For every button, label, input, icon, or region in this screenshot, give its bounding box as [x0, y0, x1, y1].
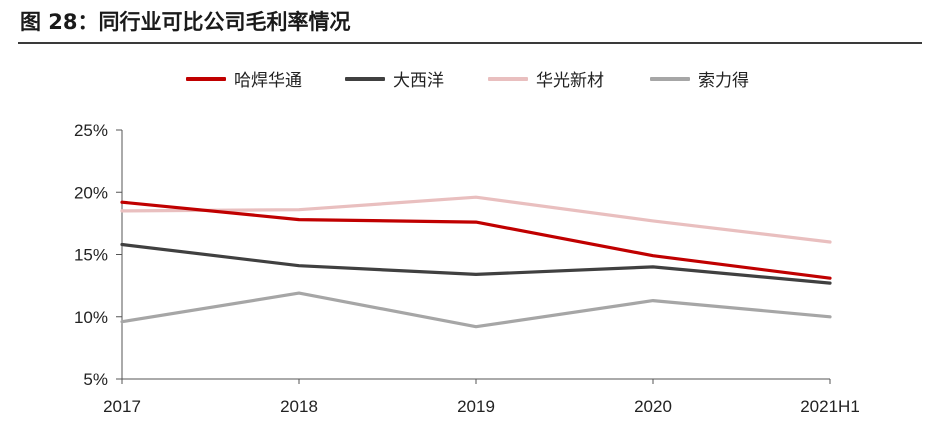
- series-line-0: [120, 200, 832, 280]
- y-tick-label: 5%: [83, 370, 108, 389]
- legend-item-daxiyang: 大西洋: [345, 66, 444, 91]
- legend-item-huaguang: 华光新材: [488, 66, 604, 91]
- x-tick-label: 2018: [280, 397, 318, 416]
- x-tick-label: 2020: [634, 397, 672, 416]
- legend-swatch: [488, 76, 528, 81]
- x-tick-label: 2019: [457, 397, 495, 416]
- legend-label: 大西洋: [393, 71, 444, 91]
- legend-swatch: [650, 76, 690, 81]
- x-tick-label: 2021H1: [800, 397, 860, 416]
- figure-title: 图 28：同行业可比公司毛利率情况: [20, 10, 351, 34]
- legend-label: 华光新材: [536, 71, 604, 91]
- chart-legend: 哈焊华通 大西洋 华光新材 索力得: [0, 66, 928, 96]
- legend-swatch: [345, 76, 385, 81]
- series-line-2: [120, 195, 832, 244]
- legend-item-suolide: 索力得: [650, 66, 749, 91]
- series-line-3: [120, 291, 832, 329]
- legend-label: 索力得: [698, 71, 749, 91]
- x-tick-label: 2017: [103, 397, 141, 416]
- y-tick-label: 15%: [74, 246, 108, 265]
- legend-label: 哈焊华通: [234, 71, 302, 91]
- y-tick-label: 10%: [74, 308, 108, 327]
- y-tick-label: 25%: [74, 121, 108, 140]
- title-divider: [18, 42, 922, 44]
- y-tick-label: 20%: [74, 183, 108, 202]
- legend-swatch: [186, 76, 226, 81]
- legend-item-harbin-hanhua: 哈焊华通: [186, 66, 302, 91]
- series-line-1: [120, 242, 832, 285]
